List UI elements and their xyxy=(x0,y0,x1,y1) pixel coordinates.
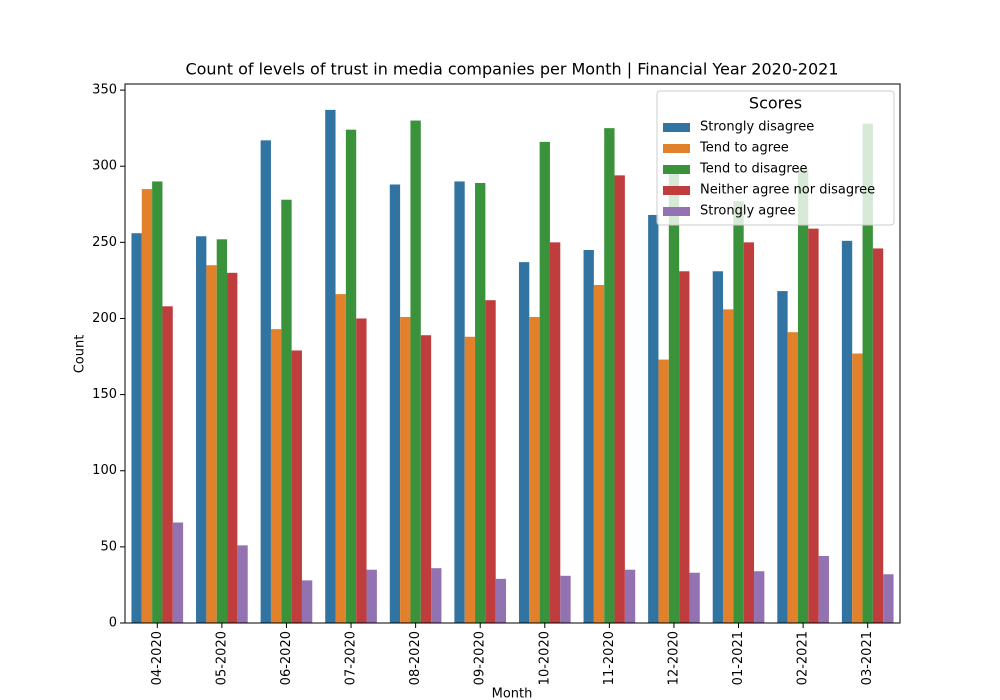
bar xyxy=(301,580,313,623)
bar xyxy=(648,214,659,624)
x-tick-label: 03-2021 xyxy=(860,631,875,685)
bar xyxy=(281,199,292,623)
bar xyxy=(852,353,863,623)
bar xyxy=(689,572,700,623)
bar xyxy=(841,240,853,623)
x-tick-label: 12-2020 xyxy=(666,631,681,685)
legend-label: Tend to agree xyxy=(699,141,789,156)
legend-swatch xyxy=(663,207,690,216)
x-tick-label: 07-2020 xyxy=(344,631,359,685)
x-axis-label: Month xyxy=(492,687,533,700)
bar xyxy=(624,569,636,623)
bar xyxy=(410,120,421,624)
x-tick-label: 08-2020 xyxy=(408,631,423,685)
legend-swatch xyxy=(663,123,690,132)
legend-label: Strongly agree xyxy=(700,204,796,219)
y-tick-label: 300 xyxy=(92,159,117,174)
bar xyxy=(431,568,442,623)
bar xyxy=(356,318,367,623)
bar xyxy=(475,182,486,623)
bar xyxy=(227,272,238,623)
plot-frame xyxy=(124,83,901,624)
bar xyxy=(604,128,615,623)
bar xyxy=(614,175,625,623)
bar xyxy=(325,109,336,624)
bar xyxy=(389,184,401,624)
bar xyxy=(152,181,163,623)
bar xyxy=(495,578,507,623)
bar xyxy=(216,239,228,623)
legend-label: Tend to disagree xyxy=(699,162,807,177)
bar xyxy=(270,329,282,623)
bar xyxy=(787,332,798,623)
bar xyxy=(237,545,248,623)
bar xyxy=(141,189,153,623)
bar xyxy=(818,556,829,623)
bar xyxy=(539,141,550,623)
bar xyxy=(668,166,680,623)
bar xyxy=(518,262,530,623)
bar xyxy=(464,336,476,623)
bar xyxy=(777,291,788,623)
y-tick-label: 200 xyxy=(92,311,117,326)
bar xyxy=(485,300,496,623)
bar xyxy=(400,316,411,623)
bar xyxy=(743,242,755,623)
x-tick-label: 09-2020 xyxy=(473,631,488,685)
x-tick-label: 02-2021 xyxy=(796,631,811,685)
y-tick-label: 250 xyxy=(92,235,117,250)
x-tick-label: 01-2021 xyxy=(731,631,746,685)
bar xyxy=(797,169,809,623)
y-tick-label: 0 xyxy=(109,616,117,631)
bar xyxy=(723,309,734,623)
bar xyxy=(196,236,207,623)
bar xyxy=(679,271,690,623)
legend-swatch xyxy=(663,165,690,174)
y-tick-label: 150 xyxy=(92,387,117,402)
bar xyxy=(454,181,465,623)
bar xyxy=(206,265,217,623)
legend-label: Neither agree nor disagree xyxy=(700,183,875,198)
bar xyxy=(733,201,744,623)
y-axis-label: Count xyxy=(73,335,88,374)
bar xyxy=(808,228,819,623)
bar xyxy=(172,522,184,623)
bar xyxy=(862,123,873,623)
bar xyxy=(872,248,884,623)
x-tick-label: 04-2020 xyxy=(150,631,165,685)
bar xyxy=(712,271,724,623)
bar xyxy=(549,242,561,623)
bar xyxy=(583,249,594,624)
bar xyxy=(260,140,271,623)
legend-label: Strongly disagree xyxy=(700,120,814,135)
bar xyxy=(420,335,432,623)
y-tick-label: 350 xyxy=(92,83,117,98)
bar xyxy=(883,574,894,623)
bar xyxy=(345,129,357,623)
y-tick-label: 50 xyxy=(100,539,117,554)
chart-title: Count of levels of trust in media compan… xyxy=(185,60,838,79)
bar xyxy=(366,569,377,623)
x-tick-label: 05-2020 xyxy=(214,631,229,685)
bar xyxy=(593,284,605,623)
bar xyxy=(658,359,669,623)
legend-swatch xyxy=(663,144,690,153)
bar xyxy=(754,571,765,623)
bar xyxy=(529,316,540,623)
x-tick-label: 06-2020 xyxy=(279,631,294,685)
x-tick-label: 10-2020 xyxy=(537,631,552,685)
y-tick-label: 100 xyxy=(92,463,117,478)
bar xyxy=(131,233,142,623)
bar xyxy=(162,306,173,623)
bar xyxy=(335,294,346,623)
legend-box xyxy=(656,90,895,226)
legend-title: Scores xyxy=(749,94,802,113)
x-tick-label: 11-2020 xyxy=(602,631,617,685)
bar xyxy=(560,575,571,623)
legend-swatch xyxy=(663,186,690,195)
bar xyxy=(291,350,302,623)
